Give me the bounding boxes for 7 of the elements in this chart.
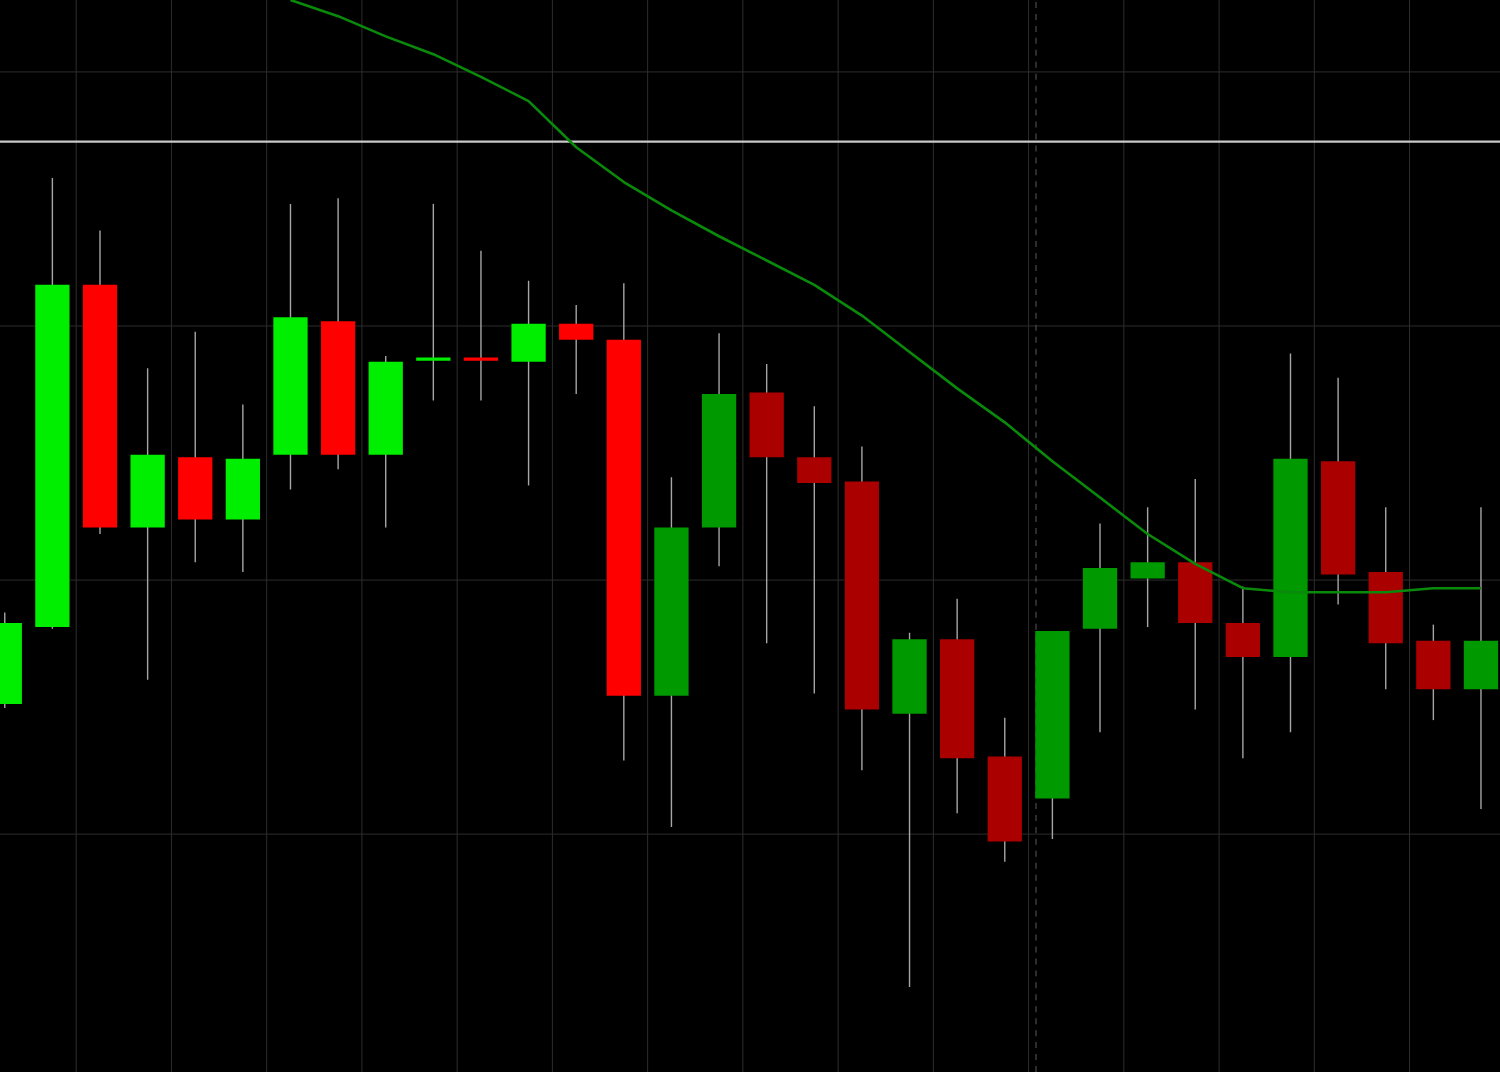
candlestick [1130,506,1165,628]
candlestick [511,280,546,487]
candlestick [1225,585,1261,759]
candlestick [416,203,451,402]
candlestick [463,250,499,402]
candlestick [559,304,594,395]
candlestick [797,405,832,695]
